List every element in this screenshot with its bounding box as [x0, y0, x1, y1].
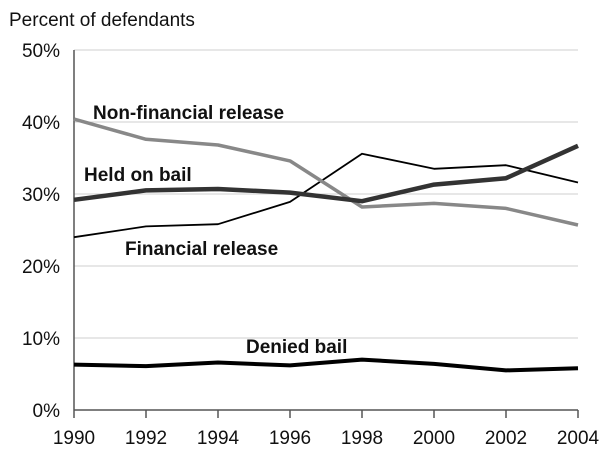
tick-labels: 0% 10% 20% 30% 40% 50% 1990 1992 1994 1996 1998 200…	[22, 41, 600, 449]
y-tick-label: 10%	[22, 329, 60, 350]
series-line-held-on-bail	[73, 143, 579, 204]
x-tick-label: 1994	[197, 428, 240, 449]
x-tick-label: 2002	[485, 428, 527, 449]
x-tick-label: 1996	[269, 428, 311, 449]
series-label-held-on-bail: Held on bail	[84, 165, 192, 186]
series-line-denied-bail	[73, 357, 579, 373]
y-tick-label: 50%	[22, 41, 60, 62]
x-tick-label: 1992	[125, 428, 167, 449]
y-axis-title: Percent of defendants	[9, 10, 195, 31]
series-label-denied-bail: Denied bail	[246, 337, 347, 358]
x-tick-label: 2000	[413, 428, 455, 449]
series-label-non-financial-release: Non-financial release	[93, 103, 284, 124]
x-tick-label: 1990	[53, 428, 95, 449]
gridlines	[74, 49, 578, 339]
series-line-financial-release	[73, 152, 579, 239]
y-tick-label: 0%	[33, 401, 61, 422]
y-tick-label: 40%	[22, 113, 60, 134]
x-tick-label: 1998	[341, 428, 383, 449]
x-tick-label: 2004	[557, 428, 600, 449]
series-label-financial-release: Financial release	[125, 239, 278, 260]
y-tick-label: 30%	[22, 185, 60, 206]
series-lines	[73, 117, 579, 373]
axes	[73, 50, 579, 418]
series-line-non-financial-release	[73, 117, 579, 227]
series-labels: Non-financial release Held on bail Financi…	[84, 103, 347, 358]
y-tick-label: 20%	[22, 257, 60, 278]
